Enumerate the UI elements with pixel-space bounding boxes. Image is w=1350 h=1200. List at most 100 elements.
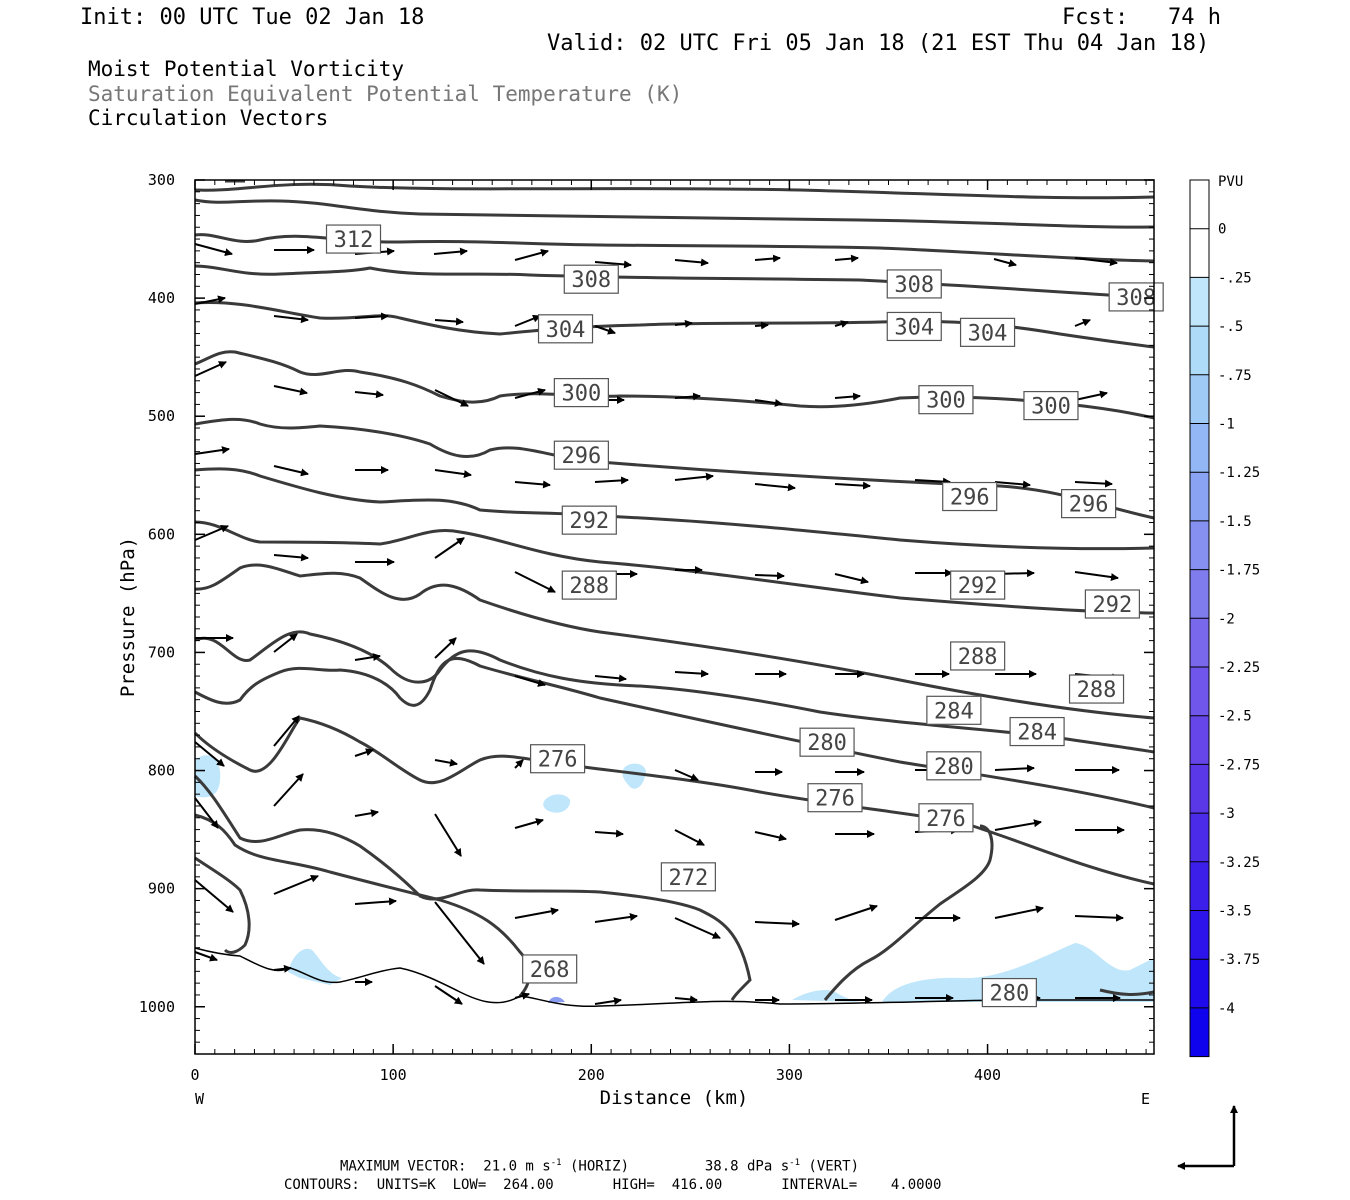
vector-arrow xyxy=(194,446,230,455)
vector-arrow xyxy=(994,905,1044,919)
x-tick-label: 0 xyxy=(190,1066,199,1084)
contour-line xyxy=(194,563,1155,720)
colorbar-label: -3.5 xyxy=(1218,904,1252,920)
svg-text:296: 296 xyxy=(1069,493,1109,518)
vector-arrow xyxy=(594,997,622,1006)
svg-text:288: 288 xyxy=(569,574,609,599)
vector-arrow xyxy=(434,537,465,559)
vector-arrow xyxy=(434,813,462,857)
vector-arrow xyxy=(994,764,1035,773)
colorbar-swatch xyxy=(1190,423,1209,473)
vector-arrow xyxy=(1074,390,1108,401)
contour-line xyxy=(194,520,1155,615)
svg-text:276: 276 xyxy=(926,807,966,832)
x-axis-title: Distance (km) xyxy=(600,1087,749,1109)
vector-arrow xyxy=(434,469,472,478)
colorbar-label: -4 xyxy=(1218,1001,1235,1017)
vector-arrow xyxy=(434,758,458,767)
vector-arrow xyxy=(273,715,300,747)
vector-arrow xyxy=(273,385,308,396)
reference-vector xyxy=(1177,1105,1238,1170)
colorbar-label: -1.5 xyxy=(1218,514,1252,530)
init-time: Init: 00 UTC Tue 02 Jan 18 xyxy=(80,5,425,30)
contour-label: 276 xyxy=(807,783,863,813)
vector-arrow xyxy=(354,312,389,321)
vector-arrow xyxy=(594,476,629,485)
vector-arrow xyxy=(834,392,861,401)
contour-label: 280 xyxy=(926,751,982,781)
contour-line xyxy=(194,417,1155,520)
svg-text:292: 292 xyxy=(1093,593,1133,618)
svg-text:276: 276 xyxy=(815,787,855,812)
svg-text:292: 292 xyxy=(958,574,998,599)
vector-arrow xyxy=(514,675,546,687)
contour-line xyxy=(194,233,1155,263)
vector-arrow xyxy=(194,361,227,377)
vector-arrow xyxy=(754,321,769,330)
colorbar-label: -1.75 xyxy=(1218,563,1260,579)
contour-label: 308 xyxy=(886,269,942,299)
contour-label: 272 xyxy=(660,862,716,892)
axis-minor-ticks xyxy=(194,179,1154,1055)
vector-arrow xyxy=(273,465,309,477)
colorbar-swatch xyxy=(1190,861,1209,911)
contour-label: 284 xyxy=(926,695,982,725)
colorbar-label: -.5 xyxy=(1218,319,1243,335)
colorbar-swatch xyxy=(1190,520,1209,570)
contour-label: 300 xyxy=(553,377,609,408)
vector-arrow xyxy=(434,317,464,326)
field-theta-es: Saturation Equivalent Potential Temperat… xyxy=(88,82,683,106)
x-tick-label: 200 xyxy=(578,1066,605,1084)
contour-label: 300 xyxy=(918,385,974,415)
vector-arrow xyxy=(354,390,384,399)
contour-line xyxy=(194,630,1155,754)
contour-labels: 312 308 308 308 304 304 304 300 300 300 296 296 296 2… xyxy=(325,224,1164,1008)
colorbar-label: 0 xyxy=(1218,222,1226,238)
svg-text:272: 272 xyxy=(668,866,708,891)
vector-arrow xyxy=(354,653,381,662)
contour-label: 292 xyxy=(561,505,617,535)
pv-region xyxy=(543,794,571,813)
contour-label: 296 xyxy=(942,481,998,512)
vector-arrow xyxy=(674,995,698,1004)
vector-arrow xyxy=(834,573,869,585)
vector-arrow xyxy=(434,637,457,659)
colorbar-swatch xyxy=(1190,569,1209,619)
colorbar-swatch xyxy=(1190,228,1209,278)
vector-arrow xyxy=(754,254,781,263)
colorbar-label: -1 xyxy=(1218,417,1235,433)
vector-arrow xyxy=(674,319,693,328)
pv-region xyxy=(792,989,860,1002)
colorbar-label: -3.75 xyxy=(1218,952,1260,968)
contour-label: 296 xyxy=(1061,489,1117,519)
vector-arrow xyxy=(674,769,699,781)
contour-label: 292 xyxy=(1084,589,1140,619)
contour-label: 296 xyxy=(553,440,609,470)
y-tick-label: 300 xyxy=(148,171,175,189)
vector-arrow xyxy=(674,917,721,939)
vector-arrow xyxy=(674,392,701,401)
contour-label: 284 xyxy=(1009,716,1065,747)
colorbar-label: -3 xyxy=(1218,806,1235,822)
colorbar-swatch xyxy=(1190,667,1209,716)
contour-label: 276 xyxy=(918,803,974,833)
vector-arrow xyxy=(194,879,234,913)
colorbar-swatch xyxy=(1190,326,1209,375)
y-axis: 300 400 500 600 700 800 900 1000 xyxy=(139,171,1154,1016)
contour-label: 312 xyxy=(325,224,382,254)
vector-arrow xyxy=(354,809,379,818)
pv-shading xyxy=(195,755,1154,1003)
contour-label: 280 xyxy=(799,727,855,757)
svg-text:308: 308 xyxy=(894,273,934,298)
vector-arrow xyxy=(194,797,219,829)
vector-arrow xyxy=(514,314,541,327)
contour-line xyxy=(193,774,752,1001)
vector-arrow xyxy=(834,254,859,263)
vector-arrow xyxy=(1074,913,1124,922)
contour-line xyxy=(194,467,1155,551)
field-mpv: Moist Potential Vorticity xyxy=(88,57,405,81)
colorbar-label: -3.25 xyxy=(1218,855,1260,871)
vector-arrow xyxy=(273,773,304,807)
vector-arrow xyxy=(994,480,1031,489)
